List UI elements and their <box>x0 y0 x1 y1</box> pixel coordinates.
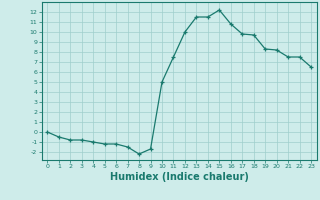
X-axis label: Humidex (Indice chaleur): Humidex (Indice chaleur) <box>110 172 249 182</box>
